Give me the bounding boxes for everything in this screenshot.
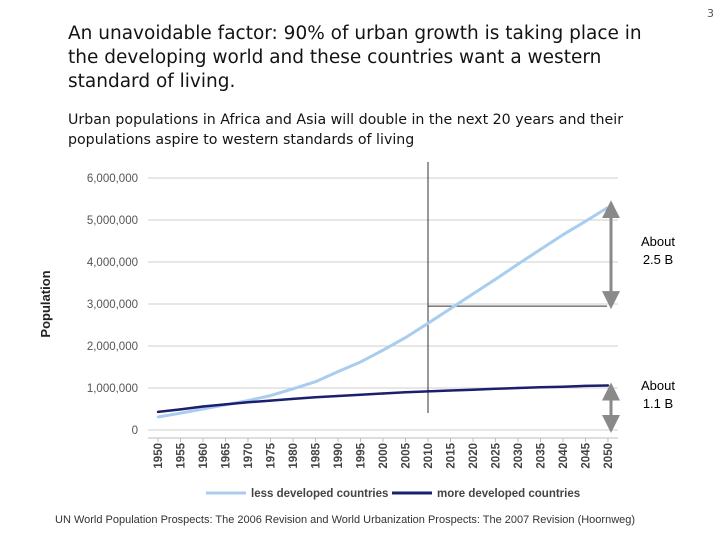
data-point [404,336,407,339]
data-point [404,391,407,394]
x-tick-label: 1955 [176,442,188,468]
x-tick-label: 2020 [468,443,480,469]
x-tick-label: 1980 [288,443,300,469]
x-tick-label: 1990 [333,443,345,469]
lower-gap-label-line2: 1.1 B [642,396,674,411]
x-tick-label: 1970 [243,443,255,469]
x-tick-label: 1950 [153,443,165,469]
x-tick-label: 2050 [603,443,615,469]
lower-gap-annotation: About 1.1 B [628,377,688,413]
data-point [584,220,587,223]
data-point [201,407,205,411]
data-point [606,384,610,387]
series-line [157,206,609,419]
data-point [426,322,430,325]
data-point [179,408,182,411]
x-tick-label: 2040 [558,443,570,469]
y-tick-label: 3,000,000 [87,299,138,311]
upper-gap-annotation: About 2.5 B [628,233,688,269]
y-tick-label: 2,000,000 [87,341,138,353]
slide-number: 3 [707,7,714,20]
slide-subtitle: Urban populations in Africa and Asia wil… [68,112,624,148]
x-tick-label: 1995 [356,442,368,468]
data-point [291,387,295,391]
data-point [494,278,497,281]
x-tick-label: 1985 [311,442,323,468]
slide-title: An unavoidable factor: 90% of urban grow… [68,23,642,92]
data-point [201,405,205,408]
x-tick-label: 2035 [536,442,548,468]
data-point [449,307,452,310]
data-point [426,390,430,393]
x-tick-label: 2000 [378,443,390,469]
x-tick-label: 1975 [266,442,278,468]
source-citation: UN World Population Prospects: The 2006 … [55,514,636,526]
x-tick-label: 2045 [581,442,593,468]
x-tick-label: 1965 [221,442,233,468]
x-tick-label: 2010 [423,443,435,469]
data-point [336,394,340,398]
data-point [359,393,362,396]
data-point [516,386,520,390]
data-point [606,206,610,209]
data-point [584,384,587,388]
x-tick-label: 2015 [446,442,458,468]
data-point [381,349,385,352]
data-point [449,389,452,392]
data-point [494,387,497,391]
lower-gap-label-line1: About [641,378,675,393]
data-point [314,380,317,383]
data-point [224,403,227,406]
data-point [269,394,272,397]
data-point [471,388,475,391]
data-point [539,385,542,389]
legend-label: less developed countries [251,488,388,500]
y-tick-label: 5,000,000 [87,215,138,227]
data-point [359,360,362,364]
data-point [269,399,272,402]
y-axis-label: Population [38,270,53,337]
data-point [539,248,542,251]
y-tick-label: 1,000,000 [87,383,138,395]
upper-gap-label-line1: About [641,234,675,249]
x-tick-label: 2025 [491,442,503,468]
data-point [291,397,295,401]
data-point [471,292,475,296]
y-tick-label: 4,000,000 [87,257,138,269]
data-point [156,410,160,414]
y-tick-label: 6,000,000 [87,173,138,185]
data-point [246,401,250,404]
data-point [561,385,565,388]
x-tick-label: 2005 [401,442,413,468]
legend-label: more developed countries [437,488,580,500]
y-tick-label: 0 [132,425,138,437]
data-point [561,233,565,236]
data-point [336,370,340,373]
data-point [516,262,520,266]
x-tick-label: 2030 [513,443,525,469]
data-point [314,396,317,399]
upper-gap-label-line2: 2.5 B [642,252,674,267]
data-point [179,412,182,415]
series-line [157,384,609,414]
x-tick-label: 1960 [198,443,210,469]
data-point [156,415,160,419]
data-point [381,392,385,395]
